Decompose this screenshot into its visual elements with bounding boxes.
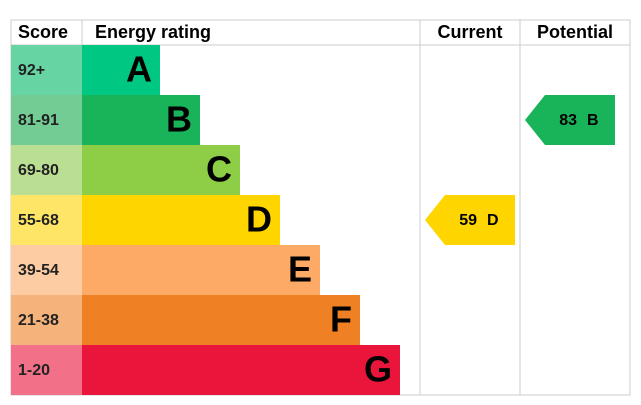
header-potential: Potential [537, 22, 613, 42]
rating-bar [82, 245, 320, 295]
potential-value: 83 [559, 112, 577, 129]
score-cell [11, 245, 82, 295]
score-cell [11, 95, 82, 145]
rating-bar [82, 45, 160, 95]
potential-arrow [525, 95, 615, 145]
score-cell [11, 295, 82, 345]
header-score: Score [18, 22, 68, 42]
score-cell [11, 345, 82, 395]
score-cell [11, 45, 82, 95]
current-value: 59 [459, 212, 477, 229]
rating-letter: G [364, 349, 392, 390]
rating-letter: B [166, 99, 192, 140]
rating-bar [82, 195, 280, 245]
score-label: 21-38 [18, 312, 59, 329]
score-label: 55-68 [18, 212, 59, 229]
score-label: 39-54 [18, 262, 59, 279]
rating-letter: A [126, 49, 152, 90]
score-label: 92+ [18, 62, 45, 79]
score-label: 1-20 [18, 362, 50, 379]
current-rating: D [487, 212, 499, 229]
rating-bar [82, 295, 360, 345]
score-label: 69-80 [18, 162, 59, 179]
rating-letter: C [206, 149, 232, 190]
current-arrow [425, 195, 515, 245]
rating-bar [82, 345, 400, 395]
rating-letter: F [330, 299, 352, 340]
potential-rating: B [587, 112, 599, 129]
rating-bar [82, 95, 200, 145]
header-rating: Energy rating [95, 22, 211, 42]
score-cell [11, 195, 82, 245]
rating-bar [82, 145, 240, 195]
rating-letter: D [246, 199, 272, 240]
score-label: 81-91 [18, 112, 59, 129]
score-cell [11, 145, 82, 195]
header-current: Current [437, 22, 502, 42]
rating-letter: E [288, 249, 312, 290]
